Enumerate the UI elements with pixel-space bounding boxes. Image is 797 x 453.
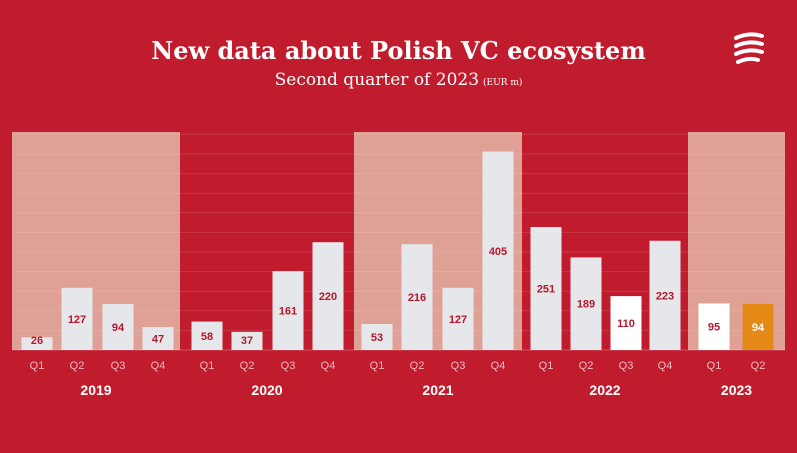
bar-2022-Q1 <box>530 227 562 350</box>
quarter-label-2020-Q3: Q3 <box>281 360 296 372</box>
value-label-2020-Q1: 58 <box>201 331 213 343</box>
quarter-label-2021-Q3: Q3 <box>451 360 466 372</box>
chart-title: New data about Polish VC ecosystem <box>151 36 646 65</box>
unit-label: (EUR m) <box>483 78 523 88</box>
quarter-label-2020-Q1: Q1 <box>200 360 215 372</box>
quarter-label-2023-Q1: Q1 <box>707 360 722 372</box>
value-label-2023-Q2: 94 <box>752 322 765 334</box>
value-label-2019-Q4: 47 <box>152 333 164 345</box>
quarter-label-2019-Q4: Q4 <box>151 360 166 372</box>
bar-2019-Q4 <box>142 326 174 350</box>
bar-2020-Q4 <box>312 242 344 350</box>
bar-2020-Q1 <box>191 321 223 350</box>
quarter-label-2021-Q4: Q4 <box>491 360 506 372</box>
bar-2022-Q3 <box>610 296 642 350</box>
value-label-2019-Q3: 94 <box>112 322 125 334</box>
brand-waves-logo-icon <box>734 32 764 64</box>
bar-2019-Q3 <box>102 303 134 350</box>
value-label-2019-Q1: 26 <box>31 335 43 347</box>
year-label-2023: 2023 <box>721 382 752 398</box>
quarter-label-2019-Q2: Q2 <box>70 360 85 372</box>
quarter-label-2022-Q2: Q2 <box>579 360 594 372</box>
quarter-label-2019-Q3: Q3 <box>111 360 126 372</box>
value-label-2022-Q4: 223 <box>656 290 674 302</box>
year-label-2020: 2020 <box>251 382 282 398</box>
year-label-2019: 2019 <box>80 382 111 398</box>
year-label-2022: 2022 <box>589 382 620 398</box>
bar-2023-Q1 <box>698 303 730 350</box>
bar-2021-Q2 <box>401 244 433 350</box>
quarter-label-2021-Q2: Q2 <box>410 360 425 372</box>
bar-2021-Q3 <box>442 287 474 350</box>
quarter-label-2022-Q1: Q1 <box>539 360 554 372</box>
quarter-label-2021-Q1: Q1 <box>370 360 385 372</box>
quarter-label-2023-Q2: Q2 <box>751 360 766 372</box>
bar-2021-Q4 <box>482 151 514 350</box>
quarter-label-2020-Q2: Q2 <box>240 360 255 372</box>
bar-2023-Q2 <box>742 303 774 350</box>
value-label-2021-Q3: 127 <box>449 314 467 326</box>
quarter-label-2019-Q1: Q1 <box>30 360 45 372</box>
year-label-2021: 2021 <box>422 382 453 398</box>
bar-2019-Q1 <box>21 337 53 350</box>
value-label-2022-Q1: 251 <box>537 284 555 296</box>
bar-2022-Q4 <box>649 240 681 350</box>
quarter-label-2022-Q4: Q4 <box>658 360 673 372</box>
bar-2022-Q2 <box>570 257 602 350</box>
value-label-2022-Q3: 110 <box>617 318 635 330</box>
value-label-2021-Q1: 53 <box>371 332 383 344</box>
value-label-2021-Q2: 216 <box>408 292 426 304</box>
subtitle-text: Second quarter of 2023 <box>274 70 480 90</box>
value-label-2021-Q4: 405 <box>489 246 507 258</box>
chart-subtitle: Second quarter of 2023 (EUR m) <box>0 70 797 90</box>
bar-2020-Q2 <box>231 331 263 350</box>
value-label-2023-Q1: 95 <box>708 322 720 334</box>
value-label-2019-Q2: 127 <box>68 314 86 326</box>
value-label-2020-Q3: 161 <box>279 306 297 318</box>
quarter-label-2020-Q4: Q4 <box>321 360 336 372</box>
year-band-2019 <box>12 132 180 350</box>
quarter-label-2022-Q3: Q3 <box>619 360 634 372</box>
value-label-2022-Q2: 189 <box>577 299 595 311</box>
value-label-2020-Q2: 37 <box>241 335 253 347</box>
bar-2020-Q3 <box>272 271 304 350</box>
bar-2019-Q2 <box>61 287 93 350</box>
value-label-2020-Q4: 220 <box>319 291 337 303</box>
bar-2021-Q1 <box>361 324 393 350</box>
